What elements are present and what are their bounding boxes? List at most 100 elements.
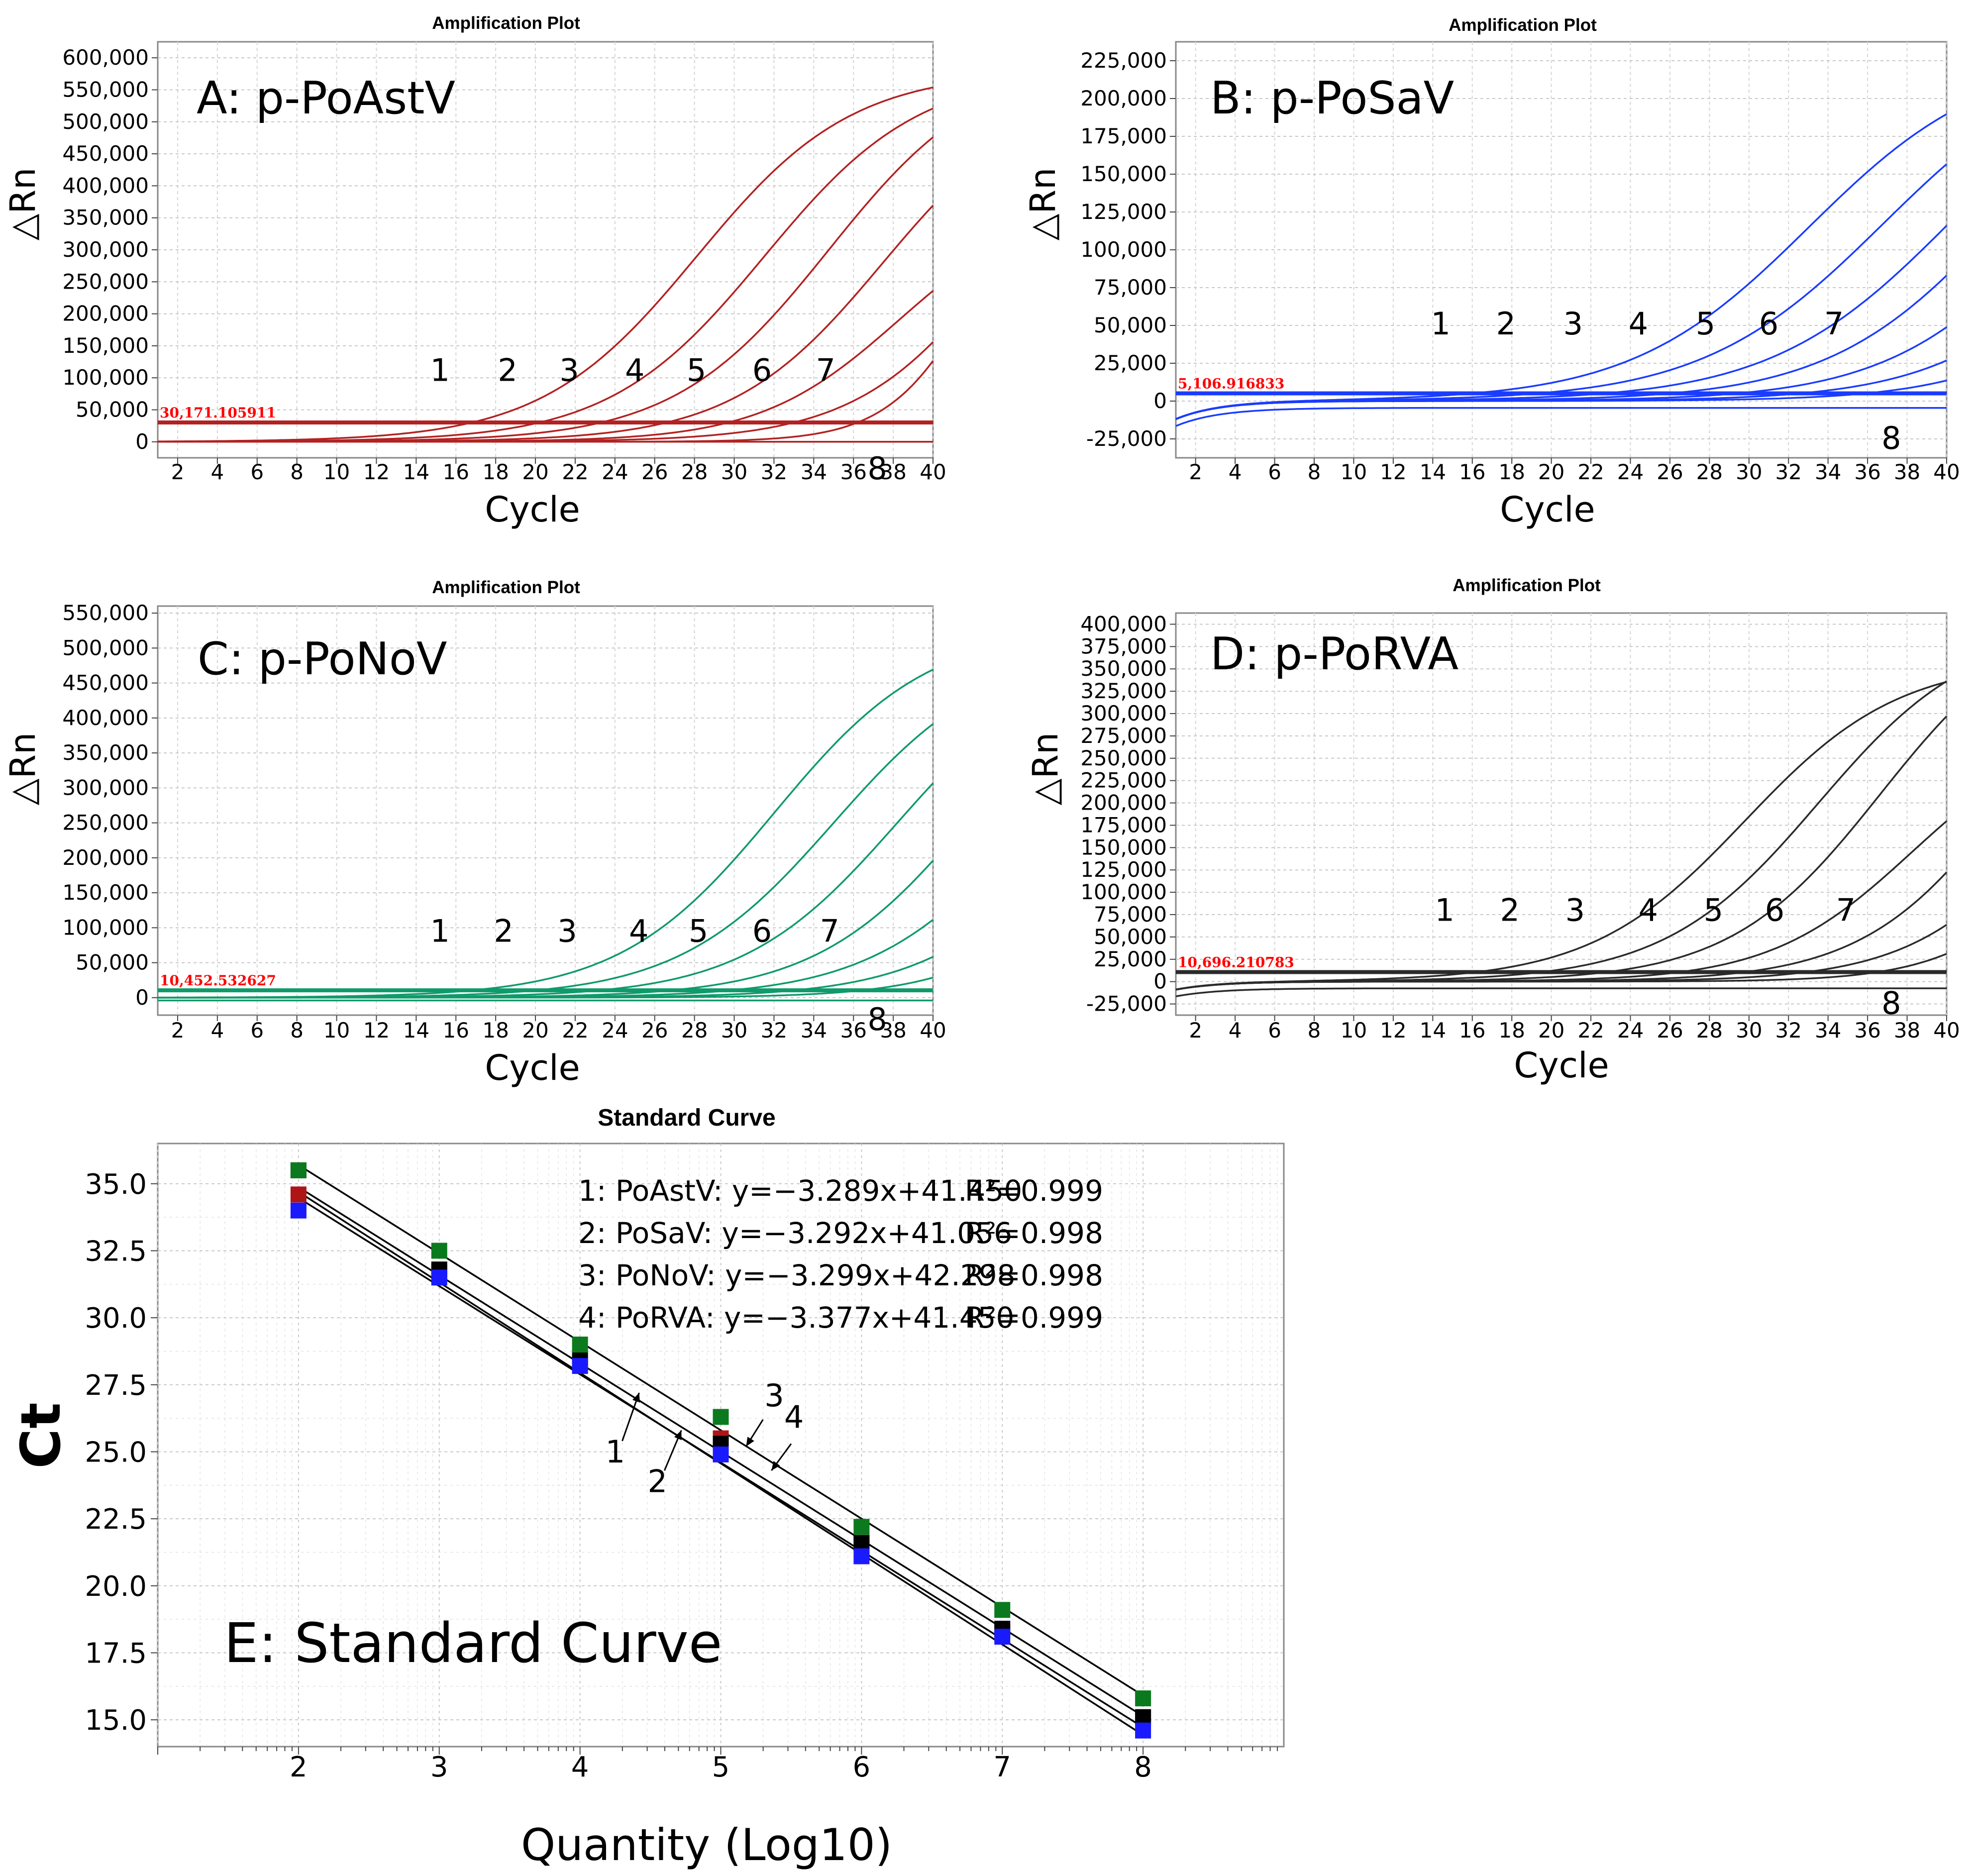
panel-a: 2 4 6 8 10 12 14 16 18 20 22 24 26 28 30 32 34 36 38 40050,… bbox=[2, 13, 946, 530]
x-tick-label: 6 bbox=[250, 1018, 264, 1042]
x-tick-label: 5 bbox=[712, 1751, 730, 1783]
threshold-value-label: 5,106.916833 bbox=[1178, 375, 1284, 392]
data-point-PoAstV bbox=[290, 1186, 307, 1203]
x-tick-label: 40 bbox=[1933, 1018, 1960, 1042]
x-tick-label: 16 bbox=[443, 460, 469, 484]
curve-label-2: 2 bbox=[1496, 306, 1516, 342]
x-tick-label: 30 bbox=[721, 460, 747, 484]
x-tick-label: 14 bbox=[403, 1018, 429, 1042]
chart-title: Amplification Plot bbox=[432, 13, 580, 33]
y-tick-label: 200,000 bbox=[1080, 791, 1167, 815]
y-tick-label: 550,000 bbox=[62, 601, 149, 625]
y-tick-label: 200,000 bbox=[62, 302, 149, 326]
r-squared-2: R²=0.998 bbox=[965, 1216, 1103, 1250]
y-tick-label: 125,000 bbox=[1080, 200, 1167, 224]
x-tick-label: 22 bbox=[1577, 460, 1604, 484]
curve-label-6: 6 bbox=[1765, 892, 1784, 929]
curve-label-2: 2 bbox=[494, 913, 513, 949]
x-tick-label: 28 bbox=[681, 460, 708, 484]
y-tick-label: 150,000 bbox=[1080, 835, 1167, 859]
curve-label-3: 3 bbox=[559, 352, 579, 389]
y-tick-label: -25,000 bbox=[1086, 992, 1167, 1016]
curve-label-2: 2 bbox=[1500, 892, 1520, 929]
y-tick-label: 100,000 bbox=[1080, 880, 1167, 904]
panel-label: A: p-PoAstV bbox=[197, 72, 455, 124]
y-tick-label: 200,000 bbox=[62, 845, 149, 870]
curve-label-1: 1 bbox=[430, 352, 450, 389]
panel-label: C: p-PoNoV bbox=[198, 633, 447, 685]
curve-label-8: 8 bbox=[867, 450, 887, 487]
x-tick-label: 38 bbox=[880, 1018, 906, 1042]
line-label-3: 3 bbox=[764, 1377, 784, 1414]
y-tick-label: 200,000 bbox=[1080, 86, 1167, 110]
x-tick-label: 32 bbox=[761, 460, 787, 484]
callout-arrowhead-1 bbox=[632, 1392, 640, 1403]
panel-label: E: Standard Curve bbox=[224, 1611, 722, 1675]
chart-title: Amplification Plot bbox=[1449, 15, 1597, 35]
x-tick-label: 2 bbox=[1189, 460, 1202, 484]
panel-b: 2 4 6 8 10 12 14 16 18 20 22 24 26 28 30 32 34 36 38 40-25,… bbox=[1023, 15, 1960, 530]
y-tick-label: 0 bbox=[1153, 969, 1167, 994]
x-tick-label: 32 bbox=[1775, 1018, 1802, 1042]
curve-label-8: 8 bbox=[1881, 420, 1901, 456]
x-tick-label: 20 bbox=[1538, 460, 1564, 484]
y-tick-label: 400,000 bbox=[62, 706, 149, 730]
line-label-1: 1 bbox=[606, 1434, 625, 1470]
equation-1: 1: PoAstV: y=−3.289x+41.450 bbox=[578, 1174, 1022, 1208]
x-tick-label: 22 bbox=[562, 460, 588, 484]
x-tick-label: 16 bbox=[1459, 1018, 1485, 1042]
y-tick-label: 250,000 bbox=[1080, 746, 1167, 770]
x-tick-label: 8 bbox=[1134, 1751, 1152, 1783]
x-tick-label: 8 bbox=[1308, 460, 1321, 484]
panel-d: 2 4 6 8 10 12 14 16 18 20 22 24 26 28 30 32 34 36 38 40-25,… bbox=[1025, 576, 1960, 1086]
data-point-PoRVA bbox=[853, 1535, 870, 1551]
y-tick-label: -25,000 bbox=[1086, 426, 1167, 451]
x-tick-label: 38 bbox=[880, 460, 906, 484]
x-tick-label: 4 bbox=[210, 1018, 224, 1042]
x-tick-label: 10 bbox=[323, 1018, 350, 1042]
y-tick-label: 100,000 bbox=[62, 365, 149, 390]
equation-2: 2: PoSaV: y=−3.292x+41.056 bbox=[578, 1216, 1012, 1250]
y-tick-label: 25.0 bbox=[85, 1436, 147, 1468]
panel-e: 15.017.520.022.525.027.530.032.535.02 3 4 5… bbox=[9, 1105, 1285, 1871]
y-tick-label: 250,000 bbox=[62, 811, 149, 835]
y-tick-label: 50,000 bbox=[76, 950, 149, 975]
x-tick-label: 8 bbox=[1308, 1018, 1321, 1042]
chart-title: Amplification Plot bbox=[432, 578, 580, 597]
y-tick-label: 32.5 bbox=[85, 1235, 147, 1267]
y-tick-label: 50,000 bbox=[1094, 925, 1167, 949]
y-tick-label: 50,000 bbox=[76, 398, 149, 422]
data-point-PoNoV bbox=[431, 1243, 447, 1259]
x-tick-label: 12 bbox=[1380, 460, 1406, 484]
x-tick-label: 7 bbox=[993, 1751, 1011, 1783]
threshold-value-label: 30,171.105911 bbox=[160, 405, 276, 421]
curve-label-7: 7 bbox=[820, 913, 839, 949]
x-tick-label: 8 bbox=[290, 460, 304, 484]
plot-area bbox=[1175, 612, 1948, 1016]
panel-label: B: p-PoSaV bbox=[1210, 72, 1454, 124]
y-axis-label: Ct bbox=[9, 1402, 73, 1468]
x-tick-label: 36 bbox=[840, 1018, 866, 1042]
curve-label-4: 4 bbox=[1639, 892, 1658, 929]
curve-label-4: 4 bbox=[1629, 306, 1648, 342]
amplification-curve-7 bbox=[1175, 379, 1947, 420]
x-tick-label: 2 bbox=[171, 460, 185, 484]
curve-label-5: 5 bbox=[1704, 892, 1723, 929]
x-tick-label: 2 bbox=[1189, 1018, 1202, 1042]
x-tick-label: 28 bbox=[1696, 460, 1723, 484]
x-tick-label: 4 bbox=[210, 460, 224, 484]
y-tick-label: 150,000 bbox=[62, 880, 149, 905]
y-tick-label: 250,000 bbox=[62, 269, 149, 294]
y-tick-label: 30.0 bbox=[85, 1302, 147, 1335]
y-tick-label: 400,000 bbox=[1080, 612, 1167, 636]
x-tick-label: 18 bbox=[482, 1018, 509, 1042]
y-tick-label: 300,000 bbox=[62, 237, 149, 262]
x-tick-label: 36 bbox=[1854, 1018, 1880, 1042]
y-tick-label: 400,000 bbox=[62, 173, 149, 198]
x-tick-label: 18 bbox=[1498, 460, 1525, 484]
y-tick-label: 35.0 bbox=[85, 1168, 147, 1201]
r-squared-1: R²=0.999 bbox=[965, 1174, 1103, 1208]
data-point-PoNoV bbox=[853, 1519, 870, 1535]
y-axis-label: △Rn bbox=[2, 168, 43, 241]
